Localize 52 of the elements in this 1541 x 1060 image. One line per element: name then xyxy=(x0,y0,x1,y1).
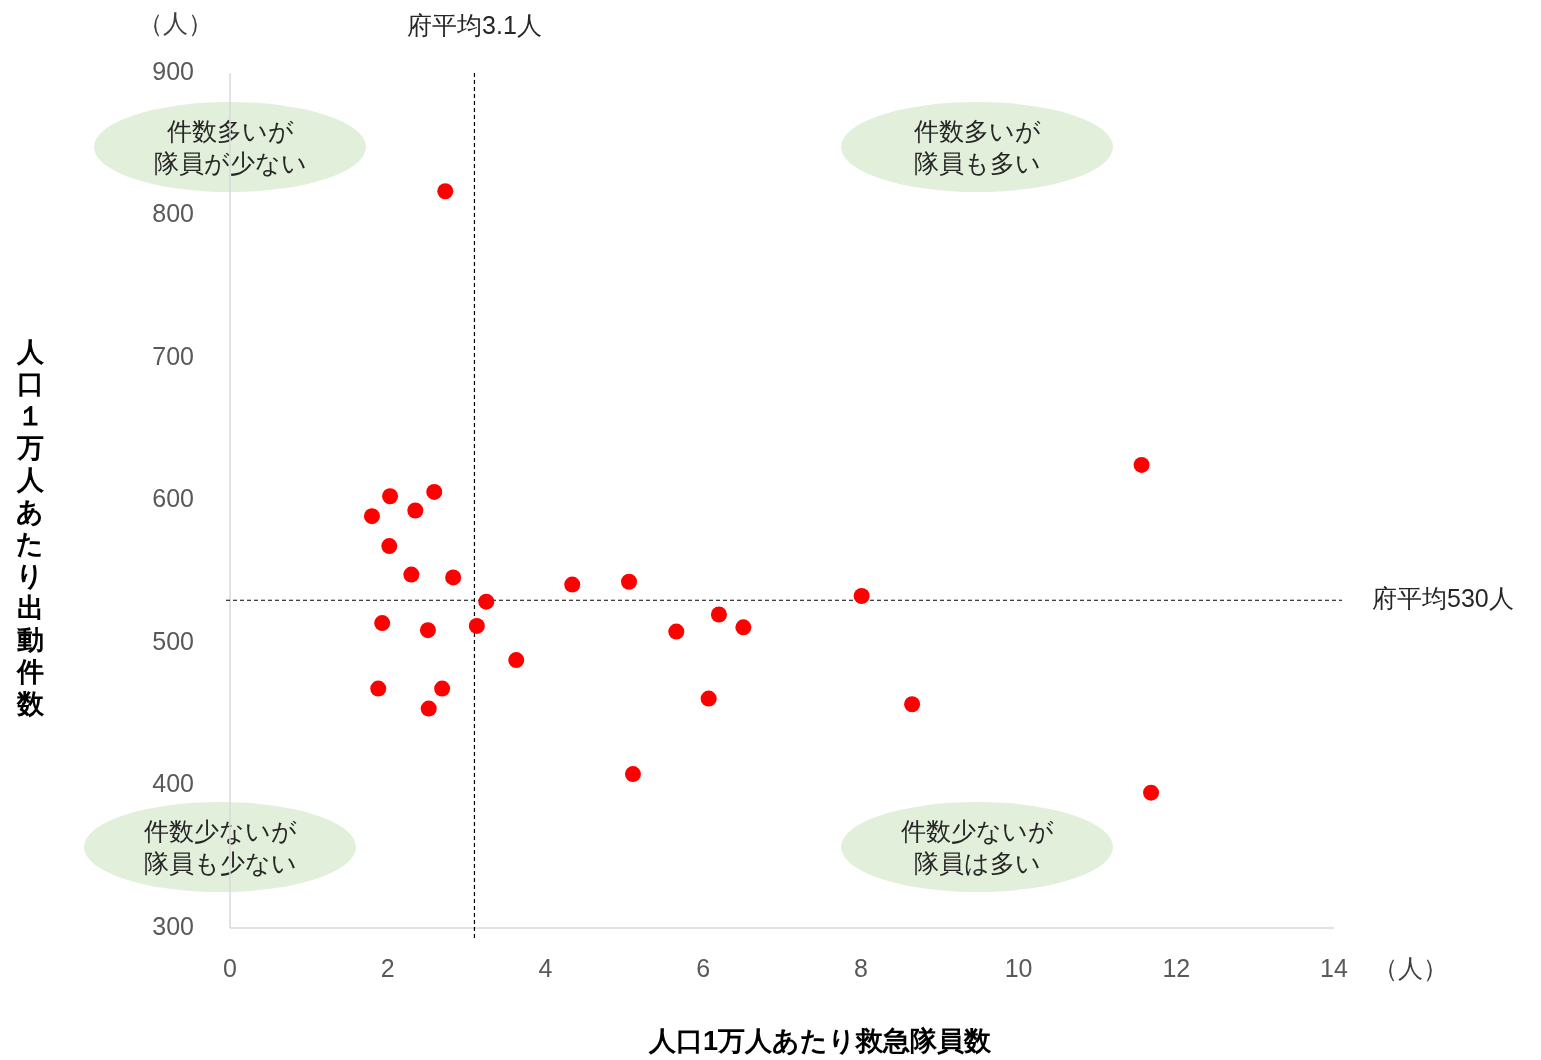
point xyxy=(735,619,752,636)
point xyxy=(468,617,485,634)
y-tick-label: 900 xyxy=(152,56,194,85)
annotation: 件数少ないが隊員も少ない xyxy=(143,816,297,877)
ref-line-label: 府平均3.1人 xyxy=(407,10,542,39)
x-tick-label: 4 xyxy=(538,953,553,982)
text: （人） xyxy=(137,8,213,37)
y-tick-label: 500 xyxy=(152,626,194,655)
point xyxy=(370,680,387,697)
y-tick-label: 400 xyxy=(152,769,194,798)
x-tick-label: 14 xyxy=(1320,953,1348,982)
y-tick-label: 600 xyxy=(152,484,194,513)
point xyxy=(382,488,399,505)
point xyxy=(700,690,717,707)
point xyxy=(407,502,424,519)
point xyxy=(621,573,638,590)
y-tick-label: 800 xyxy=(152,199,194,228)
ref-line-label: 府平均530人 xyxy=(1372,583,1514,612)
point xyxy=(624,766,641,783)
point xyxy=(445,569,462,586)
point xyxy=(1133,456,1150,473)
point xyxy=(668,623,685,640)
point xyxy=(403,566,420,583)
point xyxy=(419,622,436,639)
x-tick-label: 0 xyxy=(223,953,237,982)
point xyxy=(420,700,437,717)
y-tick-label: 700 xyxy=(152,341,194,370)
annotation: 件数多いが隊員が少ない xyxy=(153,116,307,177)
point xyxy=(426,483,443,500)
x-axis-title: 人口1万人あたり救急隊員数 xyxy=(647,1026,992,1057)
point xyxy=(710,606,727,623)
y-tick-label: 300 xyxy=(152,911,194,940)
point xyxy=(508,652,525,669)
text: （人） xyxy=(1372,953,1448,982)
x-tick-label: 6 xyxy=(696,953,711,982)
annotation: 件数多いが隊員も多い xyxy=(913,116,1041,177)
point xyxy=(363,508,380,525)
point xyxy=(381,538,398,555)
point xyxy=(1143,784,1160,801)
text: 人口１万人あたり出動件数 xyxy=(16,337,44,719)
point xyxy=(853,587,870,604)
x-tick-label: 12 xyxy=(1162,953,1191,982)
point xyxy=(904,696,921,713)
point xyxy=(478,593,495,610)
point xyxy=(374,615,391,632)
point xyxy=(437,183,454,200)
point xyxy=(564,576,581,593)
point xyxy=(434,680,451,697)
x-tick-label: 2 xyxy=(380,953,395,982)
annotation: 件数少ないが隊員は多い xyxy=(900,816,1054,877)
x-tick-label: 8 xyxy=(853,953,868,982)
x-tick-label: 10 xyxy=(1004,953,1033,982)
